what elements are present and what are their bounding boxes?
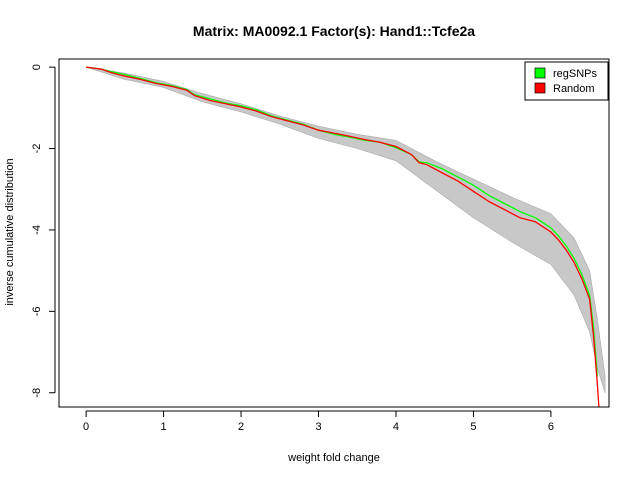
plot-frame xyxy=(58,58,610,408)
chart-title: Matrix: MA0092.1 Factor(s): Hand1::Tcfe2… xyxy=(193,23,475,39)
x-tick-label: 0 xyxy=(83,421,89,433)
y-tick-label: -8 xyxy=(31,388,43,398)
x-tick-label: 1 xyxy=(161,421,167,433)
series-lines xyxy=(86,66,600,408)
random-permutation-band xyxy=(86,66,606,393)
x-tick-label: 5 xyxy=(470,421,476,433)
x-axis-label: weight fold change xyxy=(287,452,380,464)
y-tick-label: -2 xyxy=(31,144,43,154)
series-line-random xyxy=(86,66,600,408)
y-tick-label: 0 xyxy=(31,64,43,70)
legend-label-random: Random xyxy=(553,83,595,95)
y-tick-label: -4 xyxy=(31,225,43,235)
legend-swatch-random xyxy=(534,82,546,94)
x-tick-label: 3 xyxy=(315,421,321,433)
legend-label-regsnps: regSNPs xyxy=(553,68,598,80)
y-axis-label: inverse cumulative distribution xyxy=(4,158,16,305)
axes: 0 1 2 3 4 5 6 0 -2 -4 -6 -8 xyxy=(31,64,554,433)
x-tick-label: 4 xyxy=(393,421,399,433)
y-tick-label: -6 xyxy=(31,306,43,316)
x-tick-label: 2 xyxy=(238,421,244,433)
legend-swatch-regsnps xyxy=(534,67,546,79)
x-tick-label: 6 xyxy=(548,421,554,433)
random-band-area xyxy=(86,66,606,393)
legend: regSNPs Random xyxy=(524,61,609,101)
